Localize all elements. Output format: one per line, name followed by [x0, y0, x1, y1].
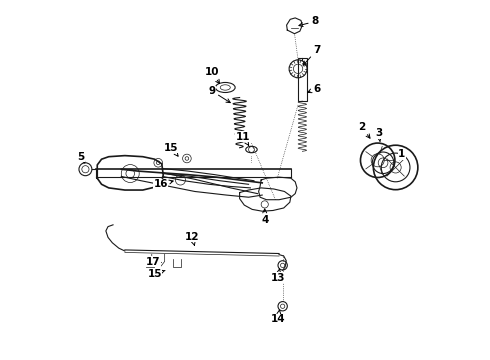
Text: 10: 10 — [205, 67, 220, 84]
Text: 3: 3 — [375, 129, 382, 142]
Text: 4: 4 — [261, 209, 269, 225]
Text: 13: 13 — [271, 269, 285, 283]
Text: 14: 14 — [270, 310, 285, 324]
Text: 8: 8 — [299, 17, 318, 27]
Text: 2: 2 — [358, 122, 370, 138]
Text: 16: 16 — [153, 179, 173, 189]
Text: 6: 6 — [308, 84, 320, 94]
Text: 17: 17 — [146, 257, 161, 267]
Text: 15: 15 — [164, 143, 179, 156]
Text: 12: 12 — [185, 232, 199, 245]
Text: 7: 7 — [303, 45, 320, 65]
Text: 1: 1 — [398, 149, 405, 160]
Text: 11: 11 — [236, 132, 250, 145]
Text: 15: 15 — [147, 269, 165, 279]
Text: 9: 9 — [208, 86, 230, 103]
Text: 5: 5 — [77, 152, 85, 163]
